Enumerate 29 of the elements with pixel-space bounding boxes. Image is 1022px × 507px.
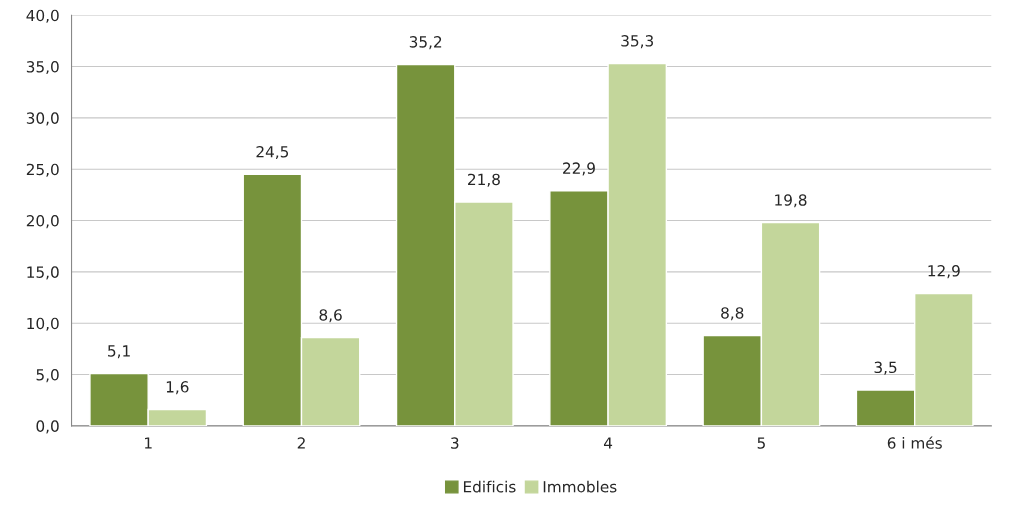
y-tick-label: 20,0 — [26, 215, 59, 229]
x-tick-label: 3 — [451, 437, 459, 449]
x-tick-label: 4 — [603, 437, 613, 449]
data-label: 19,8 — [775, 194, 807, 208]
y-tick-label: 25,0 — [26, 163, 59, 177]
legend-label: Edificis — [463, 480, 516, 493]
legend-label: Immobles — [543, 480, 617, 493]
y-tick-label: 0,0 — [36, 420, 59, 434]
y-tick-label: 5,0 — [36, 369, 59, 383]
x-tick-label: 6 i més — [887, 436, 942, 449]
y-tick-label: 40,0 — [26, 9, 59, 23]
data-label: 35,3 — [621, 35, 653, 49]
y-tick-label: 30,0 — [26, 112, 59, 126]
y-tick-label: 35,0 — [26, 61, 59, 75]
data-label: 12,9 — [928, 265, 960, 279]
data-label: 8,8 — [721, 307, 744, 321]
data-label: 5,1 — [108, 345, 130, 359]
data-label: 3,5 — [874, 361, 897, 375]
x-tick-label: 5 — [757, 437, 765, 449]
y-tick-label: 10,0 — [27, 317, 59, 331]
data-label: 1,6 — [166, 381, 189, 395]
data-label: 35,2 — [409, 36, 442, 50]
y-tick-label: 15,0 — [27, 266, 59, 280]
x-tick-label: 1 — [145, 437, 152, 449]
data-label: 22,9 — [563, 162, 595, 176]
data-label: 8,6 — [319, 309, 342, 323]
data-label: 21,8 — [468, 173, 500, 187]
data-label: 24,5 — [256, 145, 289, 160]
x-tick-label: 2 — [297, 437, 305, 449]
